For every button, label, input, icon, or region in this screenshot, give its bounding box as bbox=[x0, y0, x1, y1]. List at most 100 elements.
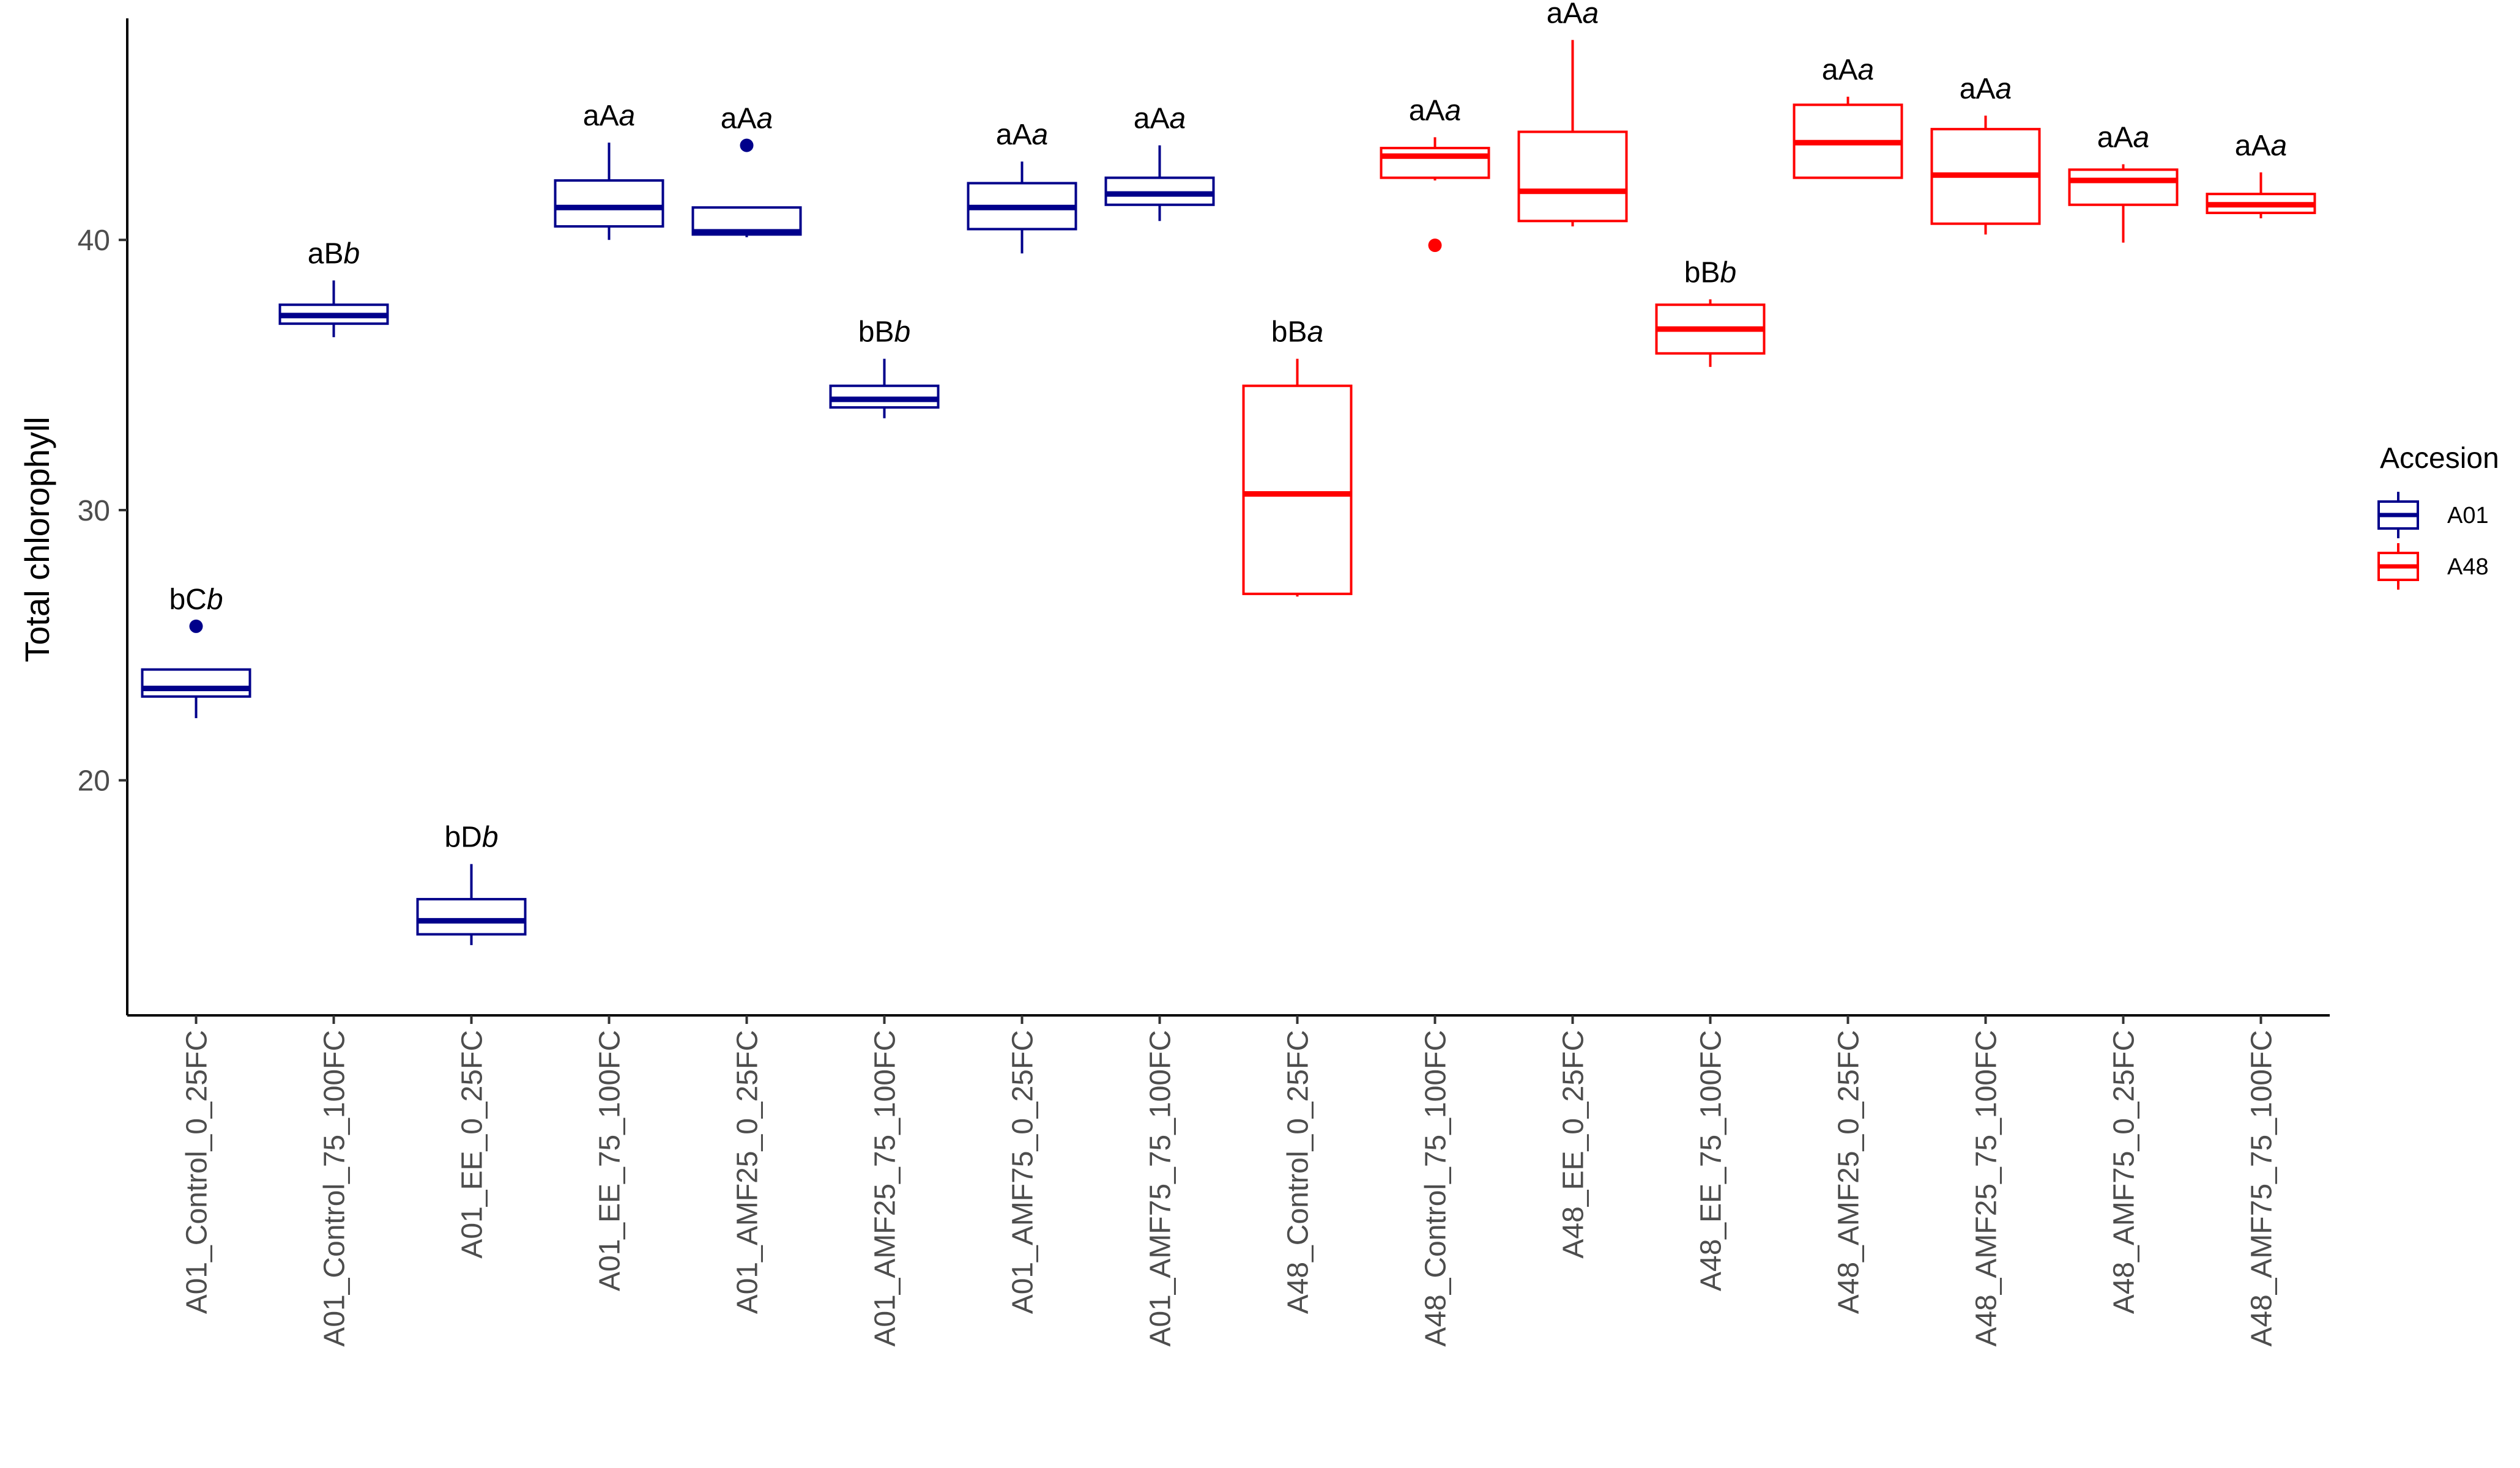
significance-label-italic: a bbox=[1445, 94, 1462, 127]
box-group-A48_AMF75_0_25FC: aAa bbox=[2068, 122, 2179, 243]
box-group-A48_EE_0_25FC: aAa bbox=[1517, 0, 1628, 227]
significance-label: aAa bbox=[1134, 103, 1186, 135]
significance-label-upright: bB bbox=[1271, 316, 1307, 349]
significance-label: bBb bbox=[1684, 256, 1736, 289]
box bbox=[141, 668, 251, 698]
significance-label-italic: a bbox=[1032, 119, 1049, 151]
x-tick-label: A01_AMF25_75_100FC bbox=[869, 1030, 902, 1347]
box bbox=[1380, 147, 1490, 179]
significance-label: aAa bbox=[1547, 0, 1599, 29]
box-group-A01_EE_75_100FC: aAa bbox=[554, 100, 664, 240]
outlier-point bbox=[740, 138, 754, 152]
significance-label-italic: b bbox=[482, 821, 499, 854]
box-group-A01_AMF75_0_25FC: aAa bbox=[967, 119, 1077, 254]
x-tick-label: A48_Control_0_25FC bbox=[1282, 1030, 1315, 1314]
significance-label-upright: bC bbox=[169, 584, 206, 616]
significance-label: aAa bbox=[996, 119, 1048, 151]
significance-label-upright: aA bbox=[2097, 122, 2133, 154]
legend-item-A01: A01 bbox=[2377, 492, 2489, 538]
legend-title: Accesion bbox=[2380, 442, 2499, 475]
box-group-A01_AMF25_75_100FC: bBb bbox=[829, 316, 940, 418]
significance-label-italic: a bbox=[1583, 0, 1599, 29]
box-group-A48_EE_75_100FC: bBb bbox=[1655, 256, 1766, 367]
x-tick-label: A48_EE_75_100FC bbox=[1695, 1030, 1728, 1291]
legend: Accesion A01 A48 bbox=[2377, 442, 2499, 590]
x-tick-label: A01_EE_0_25FC bbox=[456, 1030, 489, 1259]
significance-label: aAa bbox=[2235, 130, 2287, 162]
legend-entries: A01 A48 bbox=[2377, 492, 2489, 590]
box-group-A48_Control_75_100FC: aAa bbox=[1380, 94, 1490, 253]
significance-label-italic: b bbox=[1720, 256, 1737, 289]
significance-label-italic: b bbox=[207, 584, 223, 616]
significance-label: bDb bbox=[444, 821, 498, 854]
x-tick-label: A01_Control_0_25FC bbox=[181, 1030, 214, 1314]
significance-label-upright: aA bbox=[1409, 94, 1445, 127]
legend-item-A48: A48 bbox=[2377, 543, 2489, 590]
axes-layer: 20 30 40 A01_Control_0_25FC A01_Control_75_1… bbox=[78, 18, 2330, 1347]
significance-label-upright: aA bbox=[996, 119, 1032, 151]
y-tick-label: 20 bbox=[78, 765, 110, 798]
significance-label-upright: bB bbox=[1684, 256, 1720, 289]
significance-label-italic: b bbox=[344, 237, 360, 270]
x-tick-label: A48_AMF25_0_25FC bbox=[1833, 1030, 1865, 1314]
box bbox=[2068, 168, 2179, 206]
x-tick-label: A48_AMF75_0_25FC bbox=[2108, 1030, 2141, 1314]
y-axis-title: Total chlorophyll bbox=[18, 417, 56, 662]
x-tick-label: A48_AMF25_75_100FC bbox=[1971, 1030, 2003, 1347]
significance-label: aAa bbox=[721, 103, 773, 135]
significance-label-italic: a bbox=[1170, 103, 1186, 135]
significance-label-italic: a bbox=[1996, 73, 2012, 105]
box bbox=[1242, 384, 1353, 595]
box-group-A01_EE_0_25FC: bDb bbox=[416, 821, 527, 946]
box-group-A48_AMF25_0_25FC: aAa bbox=[1793, 54, 1903, 179]
y-tick-label: 30 bbox=[78, 495, 110, 527]
outlier-point bbox=[189, 619, 203, 633]
x-tick-label: A48_AMF75_75_100FC bbox=[2246, 1030, 2278, 1347]
significance-label: bBa bbox=[1271, 316, 1323, 349]
legend-label: A48 bbox=[2447, 554, 2489, 580]
significance-label-upright: aB bbox=[308, 237, 344, 270]
significance-label-italic: a bbox=[2133, 122, 2150, 154]
significance-label-upright: bB bbox=[858, 316, 894, 349]
significance-label: aAa bbox=[583, 100, 635, 132]
significance-label-upright: bD bbox=[444, 821, 481, 854]
x-tick-label: A01_AMF75_0_25FC bbox=[1007, 1030, 1039, 1314]
significance-label: aBb bbox=[308, 237, 360, 270]
box-group-A01_AMF25_0_25FC: aAa bbox=[691, 103, 802, 237]
x-tick-label: A48_EE_0_25FC bbox=[1558, 1030, 1590, 1259]
significance-label-upright: aA bbox=[1547, 0, 1583, 29]
significance-label-italic: a bbox=[2271, 130, 2288, 162]
x-tick-label: A01_AMF25_0_25FC bbox=[732, 1030, 764, 1314]
outlier-point bbox=[1428, 239, 1442, 253]
significance-label-upright: aA bbox=[721, 103, 757, 135]
significance-label: aAa bbox=[2097, 122, 2149, 154]
significance-label-italic: b bbox=[894, 316, 911, 349]
box-group-A01_AMF75_75_100FC: aAa bbox=[1104, 103, 1215, 221]
box-group-A48_AMF75_75_100FC: aAa bbox=[2206, 130, 2316, 218]
significance-label: bCb bbox=[169, 584, 223, 616]
significance-label-upright: aA bbox=[583, 100, 619, 132]
y-tick-label: 40 bbox=[78, 224, 110, 257]
legend-label: A01 bbox=[2447, 503, 2489, 528]
box bbox=[416, 898, 527, 936]
box-group-A01_Control_75_100FC: aBb bbox=[278, 237, 389, 338]
significance-label-italic: a bbox=[619, 100, 636, 132]
significance-label: aAa bbox=[1409, 94, 1461, 127]
significance-label-italic: a bbox=[757, 103, 773, 135]
x-tick-label: A01_Control_75_100FC bbox=[319, 1030, 351, 1347]
significance-label-upright: aA bbox=[2235, 130, 2271, 162]
significance-label-upright: aA bbox=[1822, 54, 1858, 86]
significance-label-italic: a bbox=[1858, 54, 1875, 86]
x-tick-label: A01_EE_75_100FC bbox=[594, 1030, 626, 1291]
x-tick-label: A01_AMF75_75_100FC bbox=[1145, 1030, 1177, 1347]
box-group-A48_AMF25_75_100FC: aAa bbox=[1930, 73, 2041, 235]
significance-label-upright: aA bbox=[1134, 103, 1170, 135]
significance-label-italic: a bbox=[1307, 316, 1324, 349]
x-tick-label: A48_Control_75_100FC bbox=[1420, 1030, 1452, 1347]
significance-label: bBb bbox=[858, 316, 910, 349]
box-group-A01_Control_0_25FC: bCb bbox=[141, 584, 251, 719]
significance-label: aAa bbox=[1960, 73, 2012, 105]
significance-label: aAa bbox=[1822, 54, 1874, 86]
